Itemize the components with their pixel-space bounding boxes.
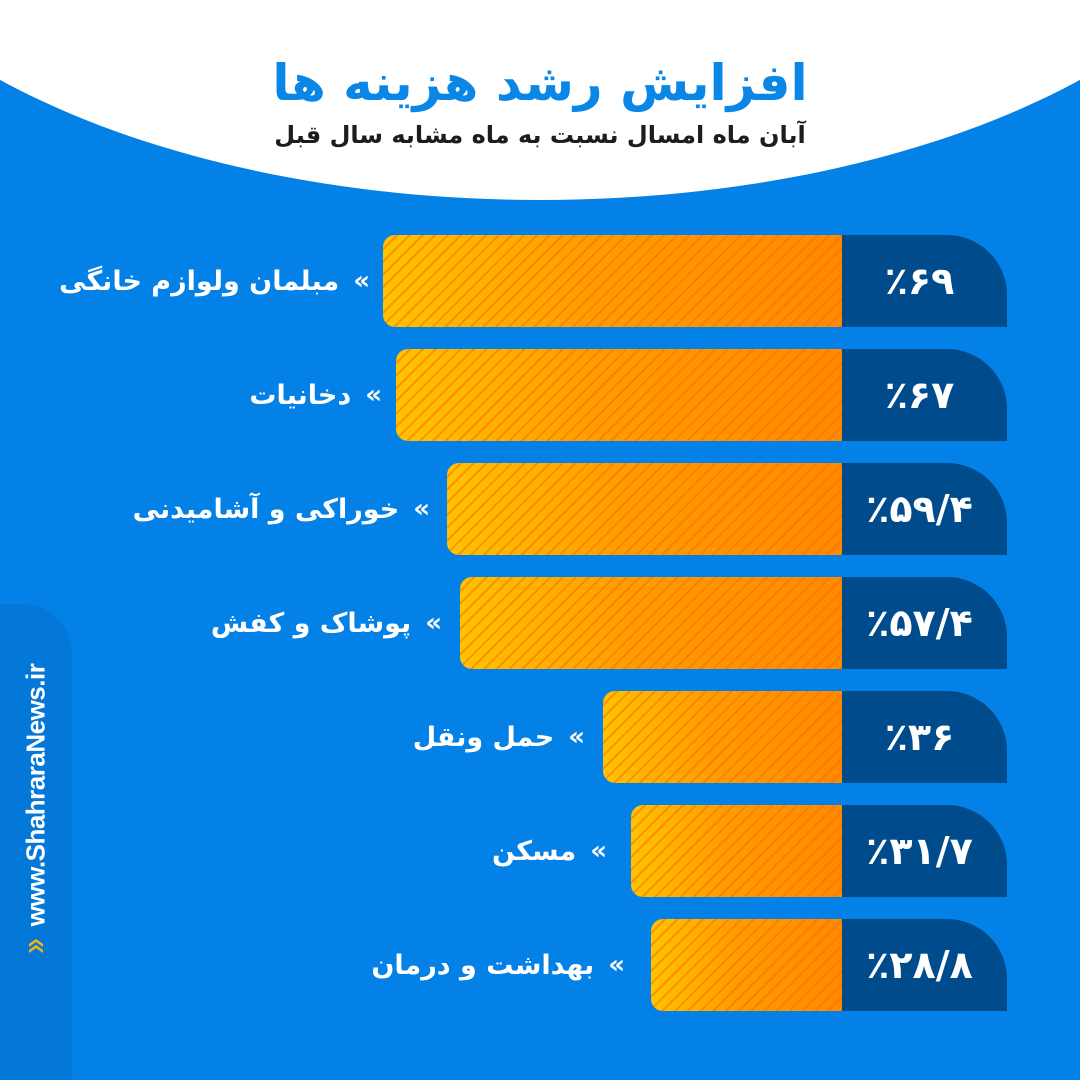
value-bar [447,463,842,555]
chart-row: » مسکن ٪۳۱/۷ [0,805,1080,897]
page-title: افزایش رشد هزینه ها [272,54,808,112]
chevron-icon: » [608,950,625,980]
value-label: ٪۶۹ [842,235,1007,327]
value-label: ٪۶۷ [842,349,1007,441]
value-label: ٪۵۷/۴ [842,577,1007,669]
chevron-icon: » [568,722,585,752]
value-bar [383,235,842,327]
category-name: دخانیات [249,379,352,411]
value-label: ٪۵۹/۴ [842,463,1007,555]
category-name: مبلمان ولوازم خانگی [59,265,340,297]
chart-row: » پوشاک و کفش ٪۵۷/۴ [0,577,1080,669]
category-label: » پوشاک و کفش [211,577,442,669]
chevron-icon: » [353,266,370,296]
category-name: خوراکی و آشامیدنی [132,493,400,525]
value-bar [603,691,842,783]
category-label: » بهداشت و درمان [371,919,625,1011]
category-label: » مبلمان ولوازم خانگی [59,235,370,327]
watermark-strip [0,604,72,1080]
value-bar [396,349,842,441]
category-name: بهداشت و درمان [371,949,595,981]
value-bar [651,919,842,1011]
chart-row: » حمل ونقل ٪۳۶ [0,691,1080,783]
value-label: ٪۲۸/۸ [842,919,1007,1011]
page-subtitle: آبان ماه امسال نسبت به ماه مشابه سال قبل [274,121,806,149]
category-label: » مسکن [492,805,607,897]
category-label: » دخانیات [249,349,382,441]
value-bar [631,805,842,897]
category-label: » خوراکی و آشامیدنی [133,463,430,555]
chart-row: » دخانیات ٪۶۷ [0,349,1080,441]
chart-row: » خوراکی و آشامیدنی ٪۵۹/۴ [0,463,1080,555]
category-name: مسکن [492,835,577,867]
chevron-icon: » [413,494,430,524]
chart-row: » بهداشت و درمان ٪۲۸/۸ [0,919,1080,1011]
category-name: حمل ونقل [412,721,555,753]
value-label: ٪۳۶ [842,691,1007,783]
double-chevron-icon [29,939,43,953]
header: افزایش رشد هزینه ها آبان ماه امسال نسبت … [0,48,1080,152]
category-name: پوشاک و کفش [210,607,412,639]
chevron-icon: » [365,380,382,410]
category-label: » حمل ونقل [413,691,585,783]
chevron-icon: » [590,836,607,866]
value-label: ٪۳۱/۷ [842,805,1007,897]
chart-row: » مبلمان ولوازم خانگی ٪۶۹ [0,235,1080,327]
chevron-icon: » [425,608,442,638]
value-bar [460,577,842,669]
